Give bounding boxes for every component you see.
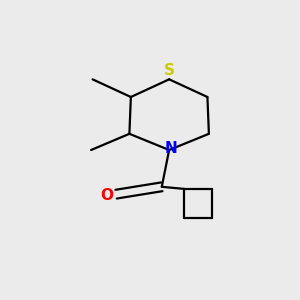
Text: O: O [100, 188, 113, 203]
Text: S: S [164, 63, 175, 78]
Text: N: N [164, 141, 177, 156]
